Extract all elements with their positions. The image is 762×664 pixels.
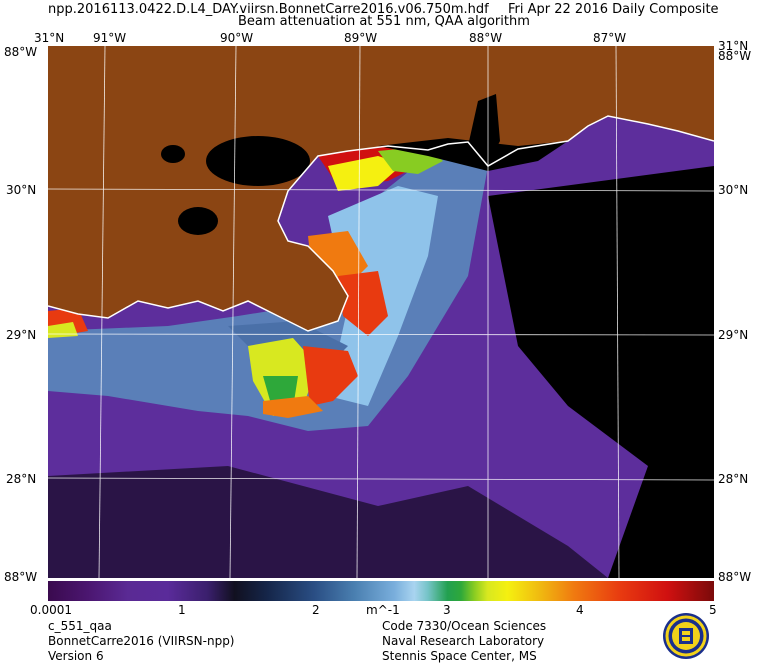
lat-label-29n-right: 29°N: [718, 328, 749, 342]
image-date: Fri Apr 22 2016 Daily Composite: [508, 2, 719, 17]
corner-lon-bottom-right: 88°W: [718, 570, 752, 584]
lon-label-88w: 88°W: [469, 31, 503, 45]
lon-label-89w: 89°W: [344, 31, 378, 45]
corner-lat-top-left: 31°N: [34, 31, 65, 45]
corner-lat-top-right: 31°N: [718, 39, 749, 53]
lat-label-30n-right: 30°N: [718, 183, 749, 197]
color-scale-bar: [48, 581, 714, 601]
lat-label-30n-left: 30°N: [6, 183, 37, 197]
colorbar-tick-4: 4: [576, 603, 584, 617]
lake-borgne: [178, 207, 218, 235]
graticule: [47, 45, 715, 579]
nodata-stripes-east: [548, 186, 714, 346]
lat-label-28n-left: 28°N: [6, 472, 37, 486]
version-label: Version 6: [48, 649, 104, 663]
org-name: Naval Research Laboratory: [382, 634, 545, 648]
meridian-87w: [615, 45, 620, 579]
nrl-seal-logo: [663, 613, 709, 659]
map-graphic: [47, 45, 715, 579]
colorbar-tick-2: 2: [312, 603, 320, 617]
image-filename: npp.2016113.0422.D.L4_DAY.viirsn.BonnetC…: [48, 2, 489, 17]
product-code: c_551_qaa: [48, 619, 112, 633]
meridian-89w: [356, 45, 361, 579]
corner-lon-bottom-left: 88°W: [4, 570, 38, 584]
lake-pontchartrain: [206, 136, 310, 186]
turbid-coast-yellow: [328, 156, 403, 191]
lat-label-28n-right: 28°N: [718, 472, 749, 486]
colorbar-tick-5: 5: [709, 603, 717, 617]
lon-label-91w: 91°W: [93, 31, 127, 45]
corner-lon-top-left: 88°W: [4, 45, 38, 59]
colorbar-unit: m^-1: [366, 603, 400, 617]
lon-label-90w: 90°W: [220, 31, 254, 45]
colorbar-tick-1: 1: [178, 603, 186, 617]
parallel-28n: [47, 477, 715, 481]
org-location: Stennis Space Center, MS: [382, 649, 537, 663]
meridian-91w: [98, 45, 106, 579]
lon-label-87w: 87°W: [593, 31, 627, 45]
turbid-plume-red: [303, 346, 358, 406]
parallel-30n: [47, 188, 715, 192]
satellite-map: [47, 45, 715, 579]
colorbar-tick-min: 0.0001: [30, 603, 72, 617]
meridian-90w: [229, 45, 237, 579]
nodata-region-south: [48, 466, 608, 578]
mississippi-sound: [378, 138, 568, 171]
product-title: Beam attenuation at 551 nm, QAA algorith…: [238, 14, 530, 29]
colorbar-tick-3: 3: [443, 603, 451, 617]
lat-label-29n-left: 29°N: [6, 328, 37, 342]
land-louisiana-mississippi: [48, 46, 714, 331]
turbid-delta-red: [338, 271, 388, 336]
corner-lon-top-right: 88°W: [718, 49, 752, 63]
lake-maurepas: [161, 145, 185, 163]
org-code: Code 7330/Ocean Sciences: [382, 619, 547, 633]
coastline: [47, 115, 715, 332]
dataset-name: BonnetCarre2016 (VIIRSN-npp): [48, 634, 235, 648]
turbid-plume-orange: [263, 396, 323, 418]
parallel-29n: [47, 333, 715, 336]
